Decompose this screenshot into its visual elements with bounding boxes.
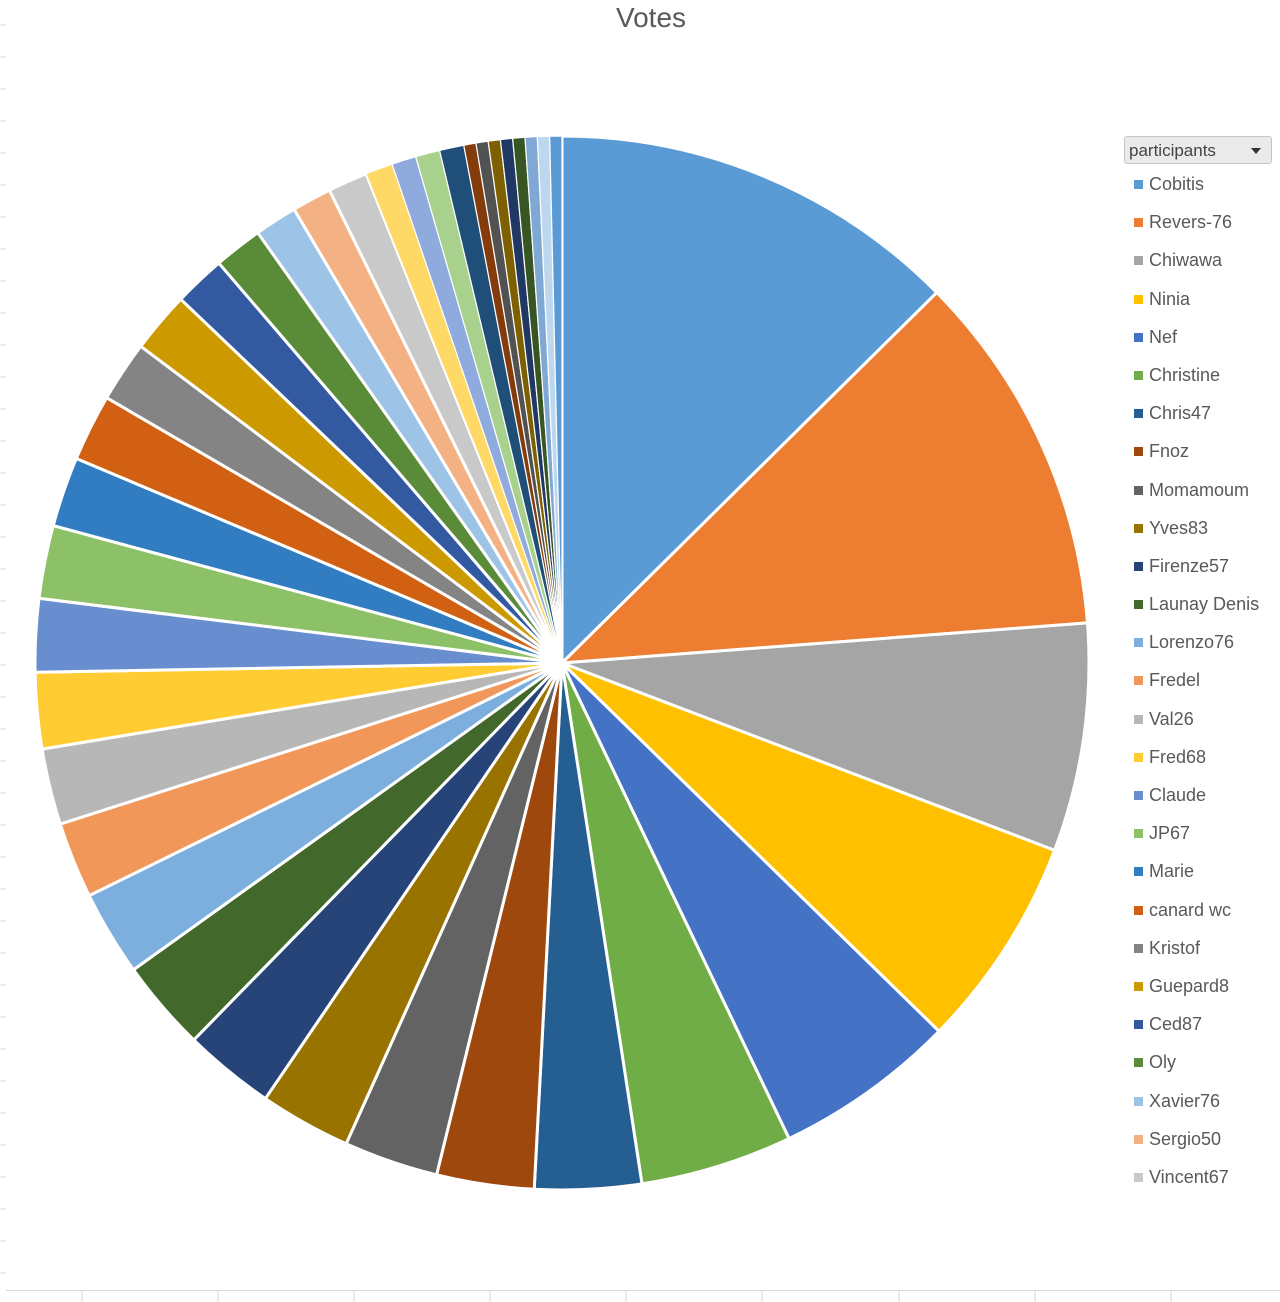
legend-label: Guepard8 (1149, 975, 1230, 996)
pie-slice[interactable] (560, 621, 1091, 852)
legend-label: Yves83 (1149, 517, 1209, 538)
legend-item[interactable]: Firenze57 (1124, 556, 1280, 594)
legend-swatch (1134, 180, 1143, 189)
legend-label: Val26 (1149, 708, 1194, 729)
legend-item[interactable]: Lorenzo76 (1124, 632, 1280, 670)
legend-item[interactable]: Ced87 (1124, 1014, 1280, 1052)
legend-item[interactable]: Nef (1124, 327, 1280, 365)
legend: participants Cobitis Revers-76 Chiwawa Nini… (1124, 136, 1280, 1205)
legend-label: Fnoz (1149, 441, 1190, 462)
legend-swatch (1134, 409, 1143, 419)
legend-swatch (1134, 791, 1143, 800)
legend-swatch (1134, 447, 1143, 457)
legend-item[interactable]: Launay Denis (1124, 594, 1280, 632)
legend-item[interactable]: Fredel (1124, 670, 1280, 708)
pie-slice[interactable] (560, 134, 939, 665)
chevron-down-icon[interactable] (1251, 148, 1261, 154)
legend-item[interactable]: Ninia (1124, 289, 1280, 327)
legend-filter-label: participants (1129, 141, 1216, 160)
pie-slice[interactable] (560, 661, 1057, 1033)
legend-label: Cobitis (1149, 174, 1205, 194)
legend-label: Fredel (1149, 670, 1201, 691)
legend-swatch (1134, 829, 1143, 839)
legend-item[interactable]: Marie (1124, 861, 1280, 899)
pie-slice[interactable] (560, 291, 1089, 665)
legend-swatch (1134, 561, 1143, 571)
legend-item[interactable]: Yves83 (1124, 518, 1280, 556)
legend-label: JP67 (1149, 823, 1191, 844)
chart-title: Votes (615, 2, 687, 33)
legend-label: Fred68 (1149, 746, 1207, 767)
legend-label: Xavier76 (1149, 1090, 1221, 1111)
legend-item[interactable]: Kristof (1124, 938, 1280, 976)
legend-item[interactable]: Revers-76 (1124, 212, 1280, 250)
legend-label: Oly (1149, 1052, 1176, 1073)
legend-label: Chris47 (1149, 403, 1212, 424)
legend-swatch (1134, 981, 1143, 991)
legend-swatch (1134, 676, 1143, 686)
legend-swatch (1134, 370, 1143, 380)
legend-swatch (1134, 332, 1143, 342)
legend-item[interactable]: Vincent67 (1124, 1167, 1280, 1205)
legend-swatch (1134, 600, 1143, 610)
legend-label: Ced87 (1149, 1014, 1203, 1035)
legend-label: Sergio50 (1149, 1128, 1222, 1149)
legend-swatch (1134, 523, 1143, 533)
legend-swatch (1134, 905, 1143, 915)
legend-swatch (1134, 1096, 1143, 1106)
legend-swatch (1134, 638, 1143, 648)
legend-swatch (1134, 256, 1143, 266)
legend-swatch (1134, 1134, 1143, 1144)
pie-chart (33, 134, 1091, 1192)
legend-swatch (1134, 485, 1143, 495)
legend-label: Ninia (1149, 288, 1191, 309)
legend-item[interactable]: Cobitis (1124, 174, 1280, 212)
legend-items: Cobitis Revers-76 Chiwawa Ninia Nef Christine… (1124, 174, 1280, 1205)
legend-label: Kristof (1149, 937, 1201, 958)
legend-item[interactable]: Fred68 (1124, 747, 1280, 785)
legend-item[interactable]: Chris47 (1124, 403, 1280, 441)
legend-label: Christine (1149, 364, 1221, 385)
legend-swatch (1134, 867, 1143, 877)
chart-area[interactable]: Votes participants Cobitis Revers-76 Chiwa… (6, 0, 1280, 1291)
legend-item[interactable]: Val26 (1124, 709, 1280, 747)
pie-slice[interactable] (560, 661, 791, 1186)
legend-label: Marie (1149, 861, 1195, 882)
legend-item[interactable]: Sergio50 (1124, 1129, 1280, 1167)
legend-item[interactable]: Christine (1124, 365, 1280, 403)
legend-item[interactable]: canard wc (1124, 900, 1280, 938)
legend-label: canard wc (1149, 899, 1232, 920)
legend-label: Launay Denis (1149, 594, 1260, 615)
legend-label: Lorenzo76 (1149, 632, 1235, 653)
legend-swatch (1134, 1058, 1143, 1068)
legend-swatch (1134, 714, 1143, 724)
legend-item[interactable]: Oly (1124, 1052, 1280, 1090)
legend-item[interactable]: Guepard8 (1124, 976, 1280, 1014)
legend-swatch (1134, 752, 1143, 762)
legend-label: Nef (1149, 326, 1178, 347)
legend-label: Vincent67 (1149, 1166, 1229, 1187)
legend-swatch (1134, 218, 1143, 228)
legend-label: Claude (1149, 785, 1207, 805)
pie-slice[interactable] (560, 661, 941, 1141)
legend-item[interactable]: Xavier76 (1124, 1091, 1280, 1129)
legend-swatch (1134, 294, 1143, 304)
legend-item[interactable]: Momamoum (1124, 480, 1280, 518)
legend-item[interactable]: Fnoz (1124, 441, 1280, 479)
legend-swatch (1134, 1020, 1143, 1030)
legend-label: Chiwawa (1149, 250, 1223, 271)
legend-item[interactable]: Chiwawa (1124, 250, 1280, 288)
legend-swatch (1134, 1172, 1143, 1182)
legend-label: Revers-76 (1149, 212, 1233, 233)
legend-filter-dropdown[interactable]: participants (1124, 136, 1272, 164)
legend-item[interactable]: Claude (1124, 785, 1280, 823)
legend-label: Momamoum (1149, 479, 1250, 500)
legend-item[interactable]: JP67 (1124, 823, 1280, 861)
pie-slice[interactable] (549, 135, 563, 664)
legend-label: Firenze57 (1149, 555, 1230, 576)
legend-swatch (1134, 943, 1143, 953)
